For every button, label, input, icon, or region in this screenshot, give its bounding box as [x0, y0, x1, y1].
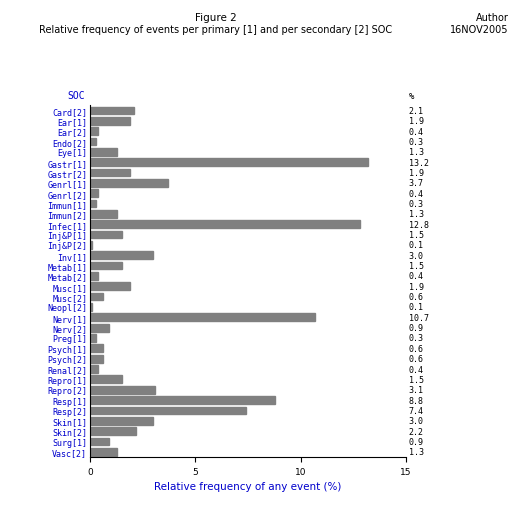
Bar: [90, 128, 98, 136]
Text: 0.9: 0.9: [409, 437, 424, 446]
Bar: [90, 108, 134, 115]
Text: 3.1: 3.1: [409, 385, 424, 394]
Bar: [90, 138, 96, 146]
Text: Figure 2: Figure 2: [195, 13, 237, 23]
Bar: [90, 407, 246, 415]
Bar: [90, 334, 96, 342]
Text: 3.0: 3.0: [409, 251, 424, 260]
Bar: [90, 293, 103, 301]
Text: %: %: [409, 92, 414, 101]
Text: 10.7: 10.7: [409, 313, 429, 322]
Text: 0.1: 0.1: [409, 241, 424, 250]
Text: 0.9: 0.9: [409, 324, 424, 332]
Text: 0.4: 0.4: [409, 189, 424, 198]
Text: SOC: SOC: [67, 91, 85, 101]
Text: 1.5: 1.5: [409, 231, 424, 239]
Bar: [90, 386, 155, 394]
Text: 1.3: 1.3: [409, 447, 424, 457]
Text: 2.1: 2.1: [409, 107, 424, 116]
Bar: [90, 366, 98, 373]
Text: 0.3: 0.3: [409, 199, 424, 209]
Text: 3.7: 3.7: [409, 179, 424, 188]
Bar: [90, 200, 96, 208]
Bar: [90, 221, 360, 229]
Text: 1.9: 1.9: [409, 282, 424, 291]
Text: 0.4: 0.4: [409, 365, 424, 374]
Bar: [90, 190, 98, 197]
Bar: [90, 118, 130, 125]
Text: 0.4: 0.4: [409, 127, 424, 136]
Bar: [90, 324, 109, 332]
Text: 1.9: 1.9: [409, 169, 424, 178]
Text: 7.4: 7.4: [409, 406, 424, 415]
Text: 1.5: 1.5: [409, 375, 424, 384]
Bar: [90, 180, 168, 187]
Bar: [90, 396, 276, 404]
Bar: [90, 438, 109, 445]
Text: Relative frequency of events per primary [1] and per secondary [2] SOC: Relative frequency of events per primary…: [39, 25, 393, 35]
Text: Author: Author: [476, 13, 509, 23]
Bar: [90, 427, 136, 435]
Text: 1.9: 1.9: [409, 117, 424, 126]
Text: 1.3: 1.3: [409, 210, 424, 219]
Text: 0.1: 0.1: [409, 303, 424, 312]
Text: 0.6: 0.6: [409, 292, 424, 301]
Bar: [90, 376, 121, 383]
Text: 16NOV2005: 16NOV2005: [450, 25, 509, 35]
Text: 0.4: 0.4: [409, 272, 424, 281]
Bar: [90, 314, 316, 322]
Text: 1.3: 1.3: [409, 148, 424, 157]
Bar: [90, 211, 117, 218]
Text: 0.6: 0.6: [409, 355, 424, 364]
X-axis label: Relative frequency of any event (%): Relative frequency of any event (%): [154, 481, 342, 491]
Bar: [90, 273, 98, 280]
Bar: [90, 159, 368, 167]
Bar: [90, 241, 92, 249]
Text: 3.0: 3.0: [409, 417, 424, 425]
Text: 0.6: 0.6: [409, 344, 424, 353]
Bar: [90, 283, 130, 290]
Bar: [90, 345, 103, 352]
Bar: [90, 148, 117, 157]
Bar: [90, 304, 92, 311]
Text: 0.3: 0.3: [409, 138, 424, 146]
Bar: [90, 262, 121, 270]
Text: 2.2: 2.2: [409, 427, 424, 436]
Bar: [90, 417, 153, 425]
Bar: [90, 252, 153, 260]
Bar: [90, 448, 117, 456]
Text: 1.5: 1.5: [409, 262, 424, 271]
Bar: [90, 355, 103, 363]
Bar: [90, 231, 121, 239]
Text: 8.8: 8.8: [409, 396, 424, 405]
Text: 13.2: 13.2: [409, 159, 429, 167]
Text: 12.8: 12.8: [409, 220, 429, 229]
Text: 0.3: 0.3: [409, 334, 424, 343]
Bar: [90, 169, 130, 177]
